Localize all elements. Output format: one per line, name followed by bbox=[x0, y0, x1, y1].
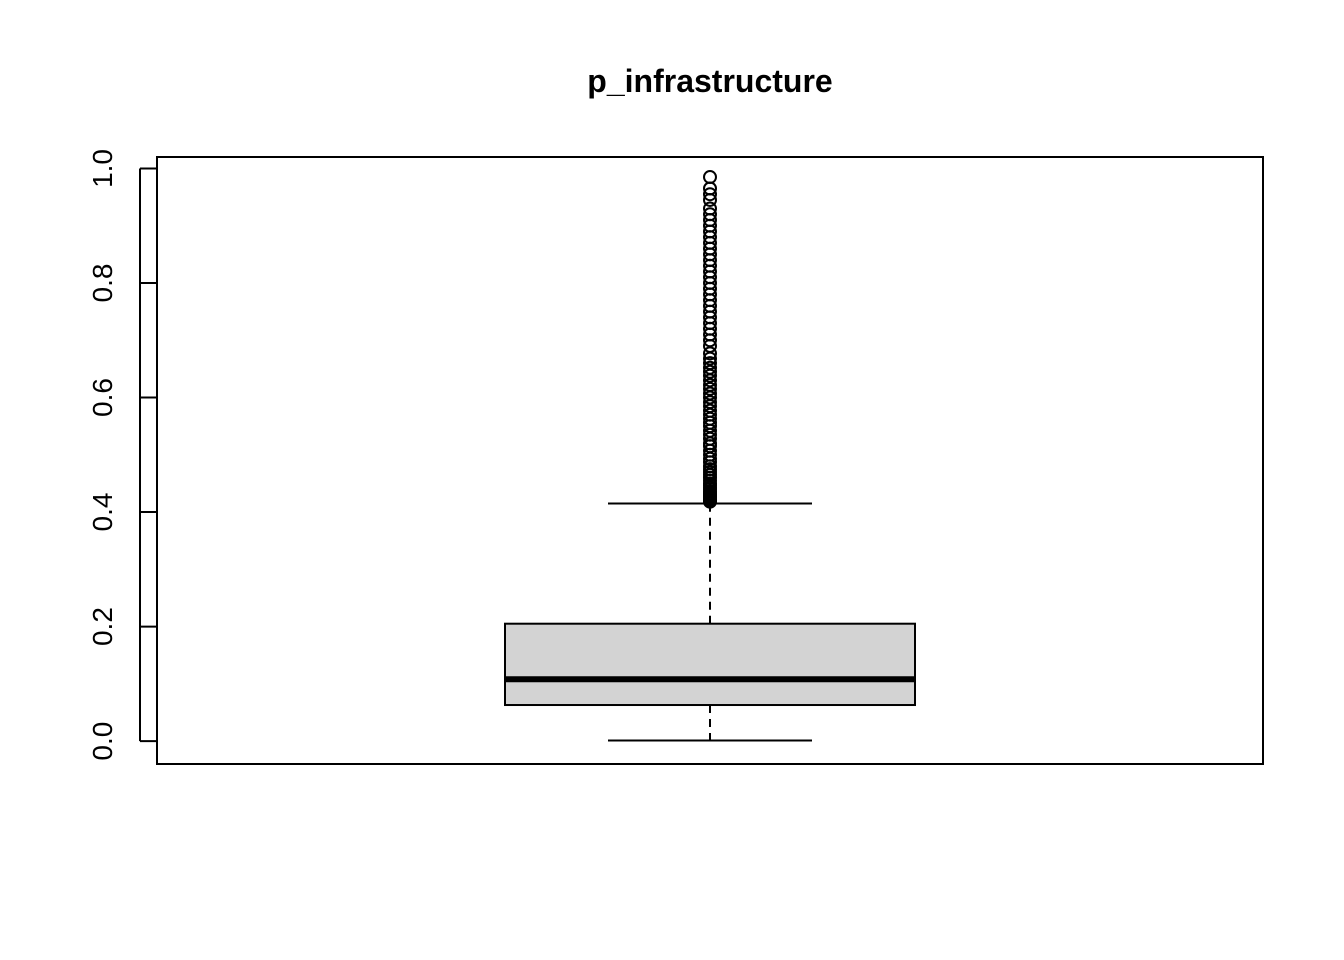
outlier-point bbox=[703, 381, 717, 396]
y-tick-label: 0.2 bbox=[87, 607, 118, 646]
outlier-point bbox=[703, 377, 717, 392]
box-plot bbox=[504, 502, 916, 742]
y-axis: 0.0 0.2 0.4 0.6 0.8 1.0 bbox=[87, 149, 157, 761]
outlier-points bbox=[703, 170, 717, 509]
outlier-point bbox=[703, 170, 717, 185]
outlier-point bbox=[703, 403, 717, 418]
outlier-point bbox=[703, 356, 717, 371]
outlier-point bbox=[703, 346, 717, 361]
outlier-point bbox=[703, 360, 717, 375]
outlier-point bbox=[703, 187, 717, 202]
outlier-point bbox=[703, 395, 717, 410]
y-tick-label: 0.4 bbox=[87, 493, 118, 532]
y-tick-label: 0.6 bbox=[87, 378, 118, 417]
outlier-point bbox=[703, 207, 717, 222]
plot-frame bbox=[156, 156, 1264, 765]
outlier-point bbox=[703, 364, 717, 379]
y-tick-label: 0.0 bbox=[87, 722, 118, 761]
chart-title: p_infrastructure bbox=[587, 63, 832, 99]
interquartile-box bbox=[504, 622, 916, 707]
y-tick-label: 1.0 bbox=[87, 149, 118, 188]
outlier-point bbox=[703, 201, 717, 216]
outlier-point bbox=[703, 386, 717, 401]
y-tick-label: 0.8 bbox=[87, 264, 118, 303]
